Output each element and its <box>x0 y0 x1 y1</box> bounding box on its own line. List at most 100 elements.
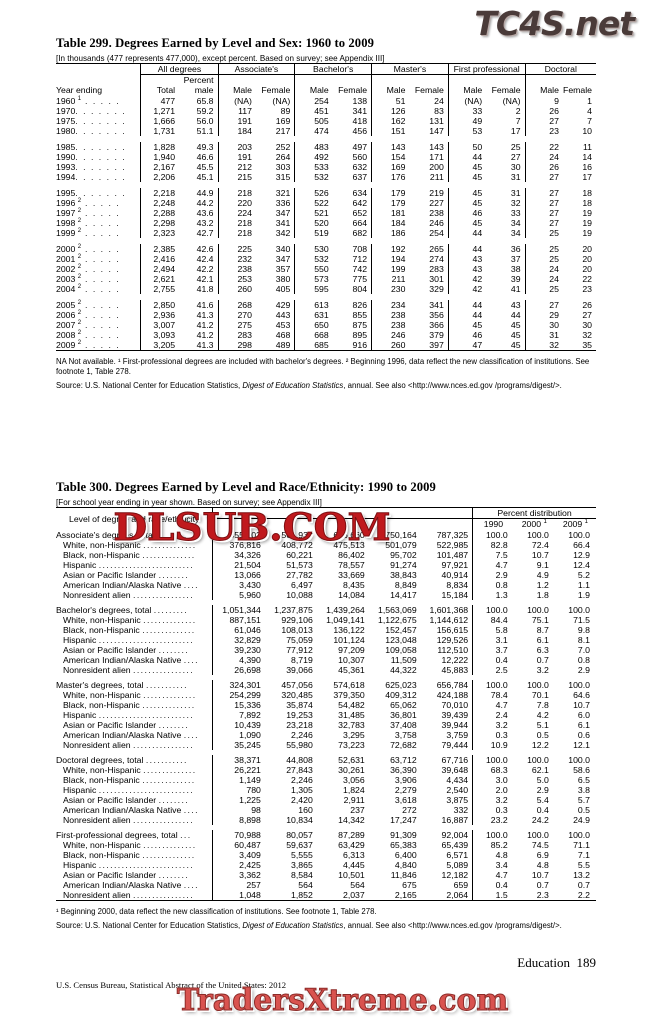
table-cell: 8,584 <box>291 870 313 880</box>
table-cell: 238 <box>371 320 410 330</box>
table-cell: 2,288 <box>140 208 180 218</box>
table-300-year-header <box>421 519 473 531</box>
table-cell: 68.3 <box>472 765 514 775</box>
table-cell: 212 <box>217 162 256 172</box>
table-cell: 0.3 <box>472 730 514 740</box>
table-cell: 340 <box>275 244 291 254</box>
table-cell: 6,313 <box>342 850 365 860</box>
table-cell: 45 <box>447 162 487 172</box>
table-cell: 43.2 <box>196 218 214 228</box>
table-cell: 468 <box>275 330 291 340</box>
table-cell: 46 <box>447 330 487 340</box>
table-cell: 0.8 <box>472 580 514 590</box>
table-row: American Indian/Alaska Native .... 98 160 2… <box>56 805 596 815</box>
table-300-block: Table 300. Degrees Earned by Level and R… <box>56 480 596 931</box>
table-cell: 65,062 <box>390 700 417 710</box>
table-cell: 34 <box>510 228 521 238</box>
table-cell: 1,271 <box>140 106 180 116</box>
table-300-section-total-row: Doctoral degrees, total ........... 38,37… <box>56 755 596 765</box>
table-cell: 101,487 <box>436 550 469 560</box>
table-cell: 7,892 <box>212 710 265 720</box>
table-cell: 5.2 <box>577 570 590 580</box>
table-cell: 50 <box>447 142 487 152</box>
table-row: 1994. . . . . . . 2,206 45.1 215 315 532 637 17… <box>56 172 596 182</box>
table-cell: 6.5 <box>577 775 590 785</box>
table-cell: 10,439 <box>212 720 265 730</box>
table-cell: 25 <box>524 284 563 294</box>
table-cell: 6,497 <box>291 580 313 590</box>
table-cell: (NA) <box>217 96 256 106</box>
table-cell: 184 <box>217 126 256 136</box>
table-cell: 44.2 <box>196 198 214 208</box>
table-row: 1995. . . . . . . 2,218 44.9 218 321 526 634 17… <box>56 188 596 198</box>
table-cell: 33 <box>447 106 487 116</box>
table-cell: 70.1 <box>531 690 549 700</box>
table-cell: 8.7 <box>536 625 549 635</box>
table-cell: 44 <box>447 152 487 162</box>
table-cell: 89 <box>280 106 291 116</box>
table-299-title: Table 299. Degrees Earned by Level and S… <box>56 36 374 50</box>
table-cell: 533 <box>294 162 333 172</box>
table-cell: 100.0 <box>527 530 549 540</box>
table-cell: 100.0 <box>568 530 590 540</box>
table-cell: 341 <box>429 300 444 310</box>
source-italic: Digest of Education Statistics <box>242 920 344 930</box>
table-cell: 376,816 <box>212 540 265 550</box>
table-cell: 652 <box>352 208 368 218</box>
table-300-race-label: Hispanic ......................... <box>63 635 195 645</box>
table-cell: 100.0 <box>527 680 549 690</box>
table-cell: 10.9 <box>472 740 514 750</box>
table-cell: 9.1 <box>536 560 549 570</box>
table-cell: 19 <box>582 228 592 238</box>
table-cell: 51.1 <box>196 126 214 136</box>
table-300-race-label: White, non-Hispanic .............. <box>63 840 197 850</box>
table-cell: 66.4 <box>573 540 590 550</box>
table-cell: 27 <box>582 310 592 320</box>
table-cell: 200 <box>429 162 444 172</box>
table-cell: 659 <box>453 880 469 890</box>
table-cell: 875 <box>352 320 368 330</box>
table-cell: 22 <box>524 142 563 152</box>
table-cell: 2,246 <box>291 775 313 785</box>
table-cell: 0.4 <box>536 805 549 815</box>
table-cell: 27 <box>524 218 563 228</box>
table-cell: 3.2 <box>472 720 514 730</box>
table-cell: 100.0 <box>568 680 590 690</box>
table-cell: 595 <box>294 284 333 294</box>
table-299-year-label: 2001 2 . . . . . <box>56 254 121 264</box>
table-300-section-total-row: Master's degrees, total ........... 324,3… <box>56 680 596 690</box>
table-cell: 3,205 <box>140 340 180 351</box>
table-cell: 1,601,368 <box>429 605 469 615</box>
table-cell: 211 <box>429 172 444 182</box>
table-cell: 456 <box>352 126 368 136</box>
table-cell: 8,849 <box>394 580 417 590</box>
table-cell: 929,106 <box>281 615 313 625</box>
table-300-race-label: Hispanic ......................... <box>63 860 195 870</box>
table-cell: 637 <box>352 172 368 182</box>
table-cell: 12,182 <box>441 870 469 880</box>
table-cell: 477 <box>140 96 180 106</box>
table-cell: 4,840 <box>394 860 417 870</box>
table-cell: 160 <box>298 805 313 815</box>
table-cell: 37,408 <box>390 720 417 730</box>
table-300-headnote: [For school year ending in year shown. B… <box>56 498 322 507</box>
table-cell: 230 <box>371 284 410 294</box>
table-cell: 321 <box>275 188 291 198</box>
table-cell: 61,046 <box>212 625 265 635</box>
table-cell: 1,852 <box>291 890 313 900</box>
table-cell: 253 <box>217 274 256 284</box>
table-cell: 1,237,875 <box>274 605 313 615</box>
table-cell: 708 <box>352 244 368 254</box>
table-299-year-label: 1980. . . . . . . <box>56 126 127 136</box>
table-cell: 126 <box>371 106 410 116</box>
table-row: American Indian/Alaska Native .... 257 564… <box>56 880 596 890</box>
table-cell: 3.2 <box>536 665 549 675</box>
table-cell: 2,540 <box>446 785 469 795</box>
table-300-race-label: Asian or Pacific Islander ........ <box>63 720 190 730</box>
table-cell: 100.0 <box>568 830 590 840</box>
table-300-race-label: Nonresident alien ................ <box>63 665 195 675</box>
table-cell: 254 <box>429 228 444 238</box>
table-row: Hispanic ......................... 780 1,3… <box>56 785 596 795</box>
table-cell: 1,666 <box>140 116 180 126</box>
table-row: 2000 2 . . . . . 2,385 42.6 225 340 530 708 192… <box>56 244 596 254</box>
